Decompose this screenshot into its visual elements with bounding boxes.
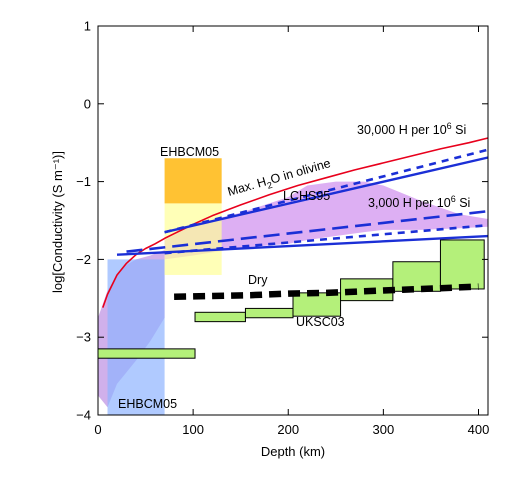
y-tick-label: 1 <box>84 19 91 34</box>
annotation-text: Dry <box>248 273 268 287</box>
annotation-text: 3,000 H per 10 <box>368 196 451 210</box>
ukcs03-step-0 <box>98 348 196 359</box>
x-tick-label: 0 <box>94 422 101 437</box>
ukcs03-step-6 <box>439 239 485 290</box>
series-line-6 <box>174 283 479 300</box>
annotation-ehbcm05_top: EHBCM05 <box>160 145 219 159</box>
annotation-text: EHBCM05 <box>160 145 219 159</box>
series-line-2 <box>164 148 489 234</box>
y-tick-label: −2 <box>76 252 91 267</box>
annotation-suffix: O in olivine <box>269 156 332 187</box>
annotation-text: 30,000 H per 10 <box>357 123 447 137</box>
plot-area <box>98 137 489 415</box>
x-tick-label: 100 <box>182 422 204 437</box>
ukcs03-step-2 <box>244 307 294 319</box>
series-line-4 <box>126 209 489 253</box>
y-tick-label: −1 <box>76 174 91 189</box>
ukcs03-step-5 <box>392 261 441 292</box>
annotation-superscript: 6 <box>451 194 456 204</box>
annotation-h30000: 30,000 H per 106 Si <box>357 121 466 137</box>
plot-frame <box>97 25 489 416</box>
y-axis-title: log[Conductivity (S m⁻¹)] <box>50 151 65 293</box>
ehbcm05-box-yellow <box>164 203 222 275</box>
annotation-text: LCHS95 <box>283 189 330 203</box>
ukcs03-step-3 <box>292 292 342 317</box>
x-axis-title: Depth (km) <box>261 444 325 459</box>
annotation-suffix: Si <box>452 123 467 137</box>
ehbcm05-box-blue <box>107 259 165 415</box>
ukcs03-step-1 <box>194 311 246 323</box>
ehbcm05-box-orange <box>164 158 222 204</box>
annotation-ehbcm05_bottom: EHBCM05 <box>118 397 177 411</box>
annotation-text: Max. H <box>226 175 268 199</box>
y-tick-label: 0 <box>84 96 91 111</box>
annotation-superscript: 6 <box>447 121 452 131</box>
annotation-subscript: 2 <box>266 180 274 191</box>
annotation-h3000: 3,000 H per 106 Si <box>368 194 470 210</box>
annotation-ukcs03: UKSC03 <box>296 315 345 329</box>
x-tick-label: 200 <box>277 422 299 437</box>
annotation-lchs95: LCHS95 <box>283 189 330 203</box>
y-tick-label: −3 <box>76 330 91 345</box>
annotation-dry: Dry <box>248 273 268 287</box>
lchs95-band <box>164 181 488 260</box>
series-line-5 <box>164 223 489 255</box>
y-tick-label: −4 <box>76 408 91 423</box>
series-line-0 <box>102 137 489 308</box>
annotation-text: EHBCM05 <box>118 397 177 411</box>
x-tick-label: 300 <box>373 422 395 437</box>
x-tick-label: 400 <box>468 422 490 437</box>
annotation-text: UKSC03 <box>296 315 345 329</box>
axes: 0 100 200 300 400 −4 −3 −2 −1 0 1 <box>76 19 489 438</box>
annotation-suffix: Si <box>456 196 471 210</box>
